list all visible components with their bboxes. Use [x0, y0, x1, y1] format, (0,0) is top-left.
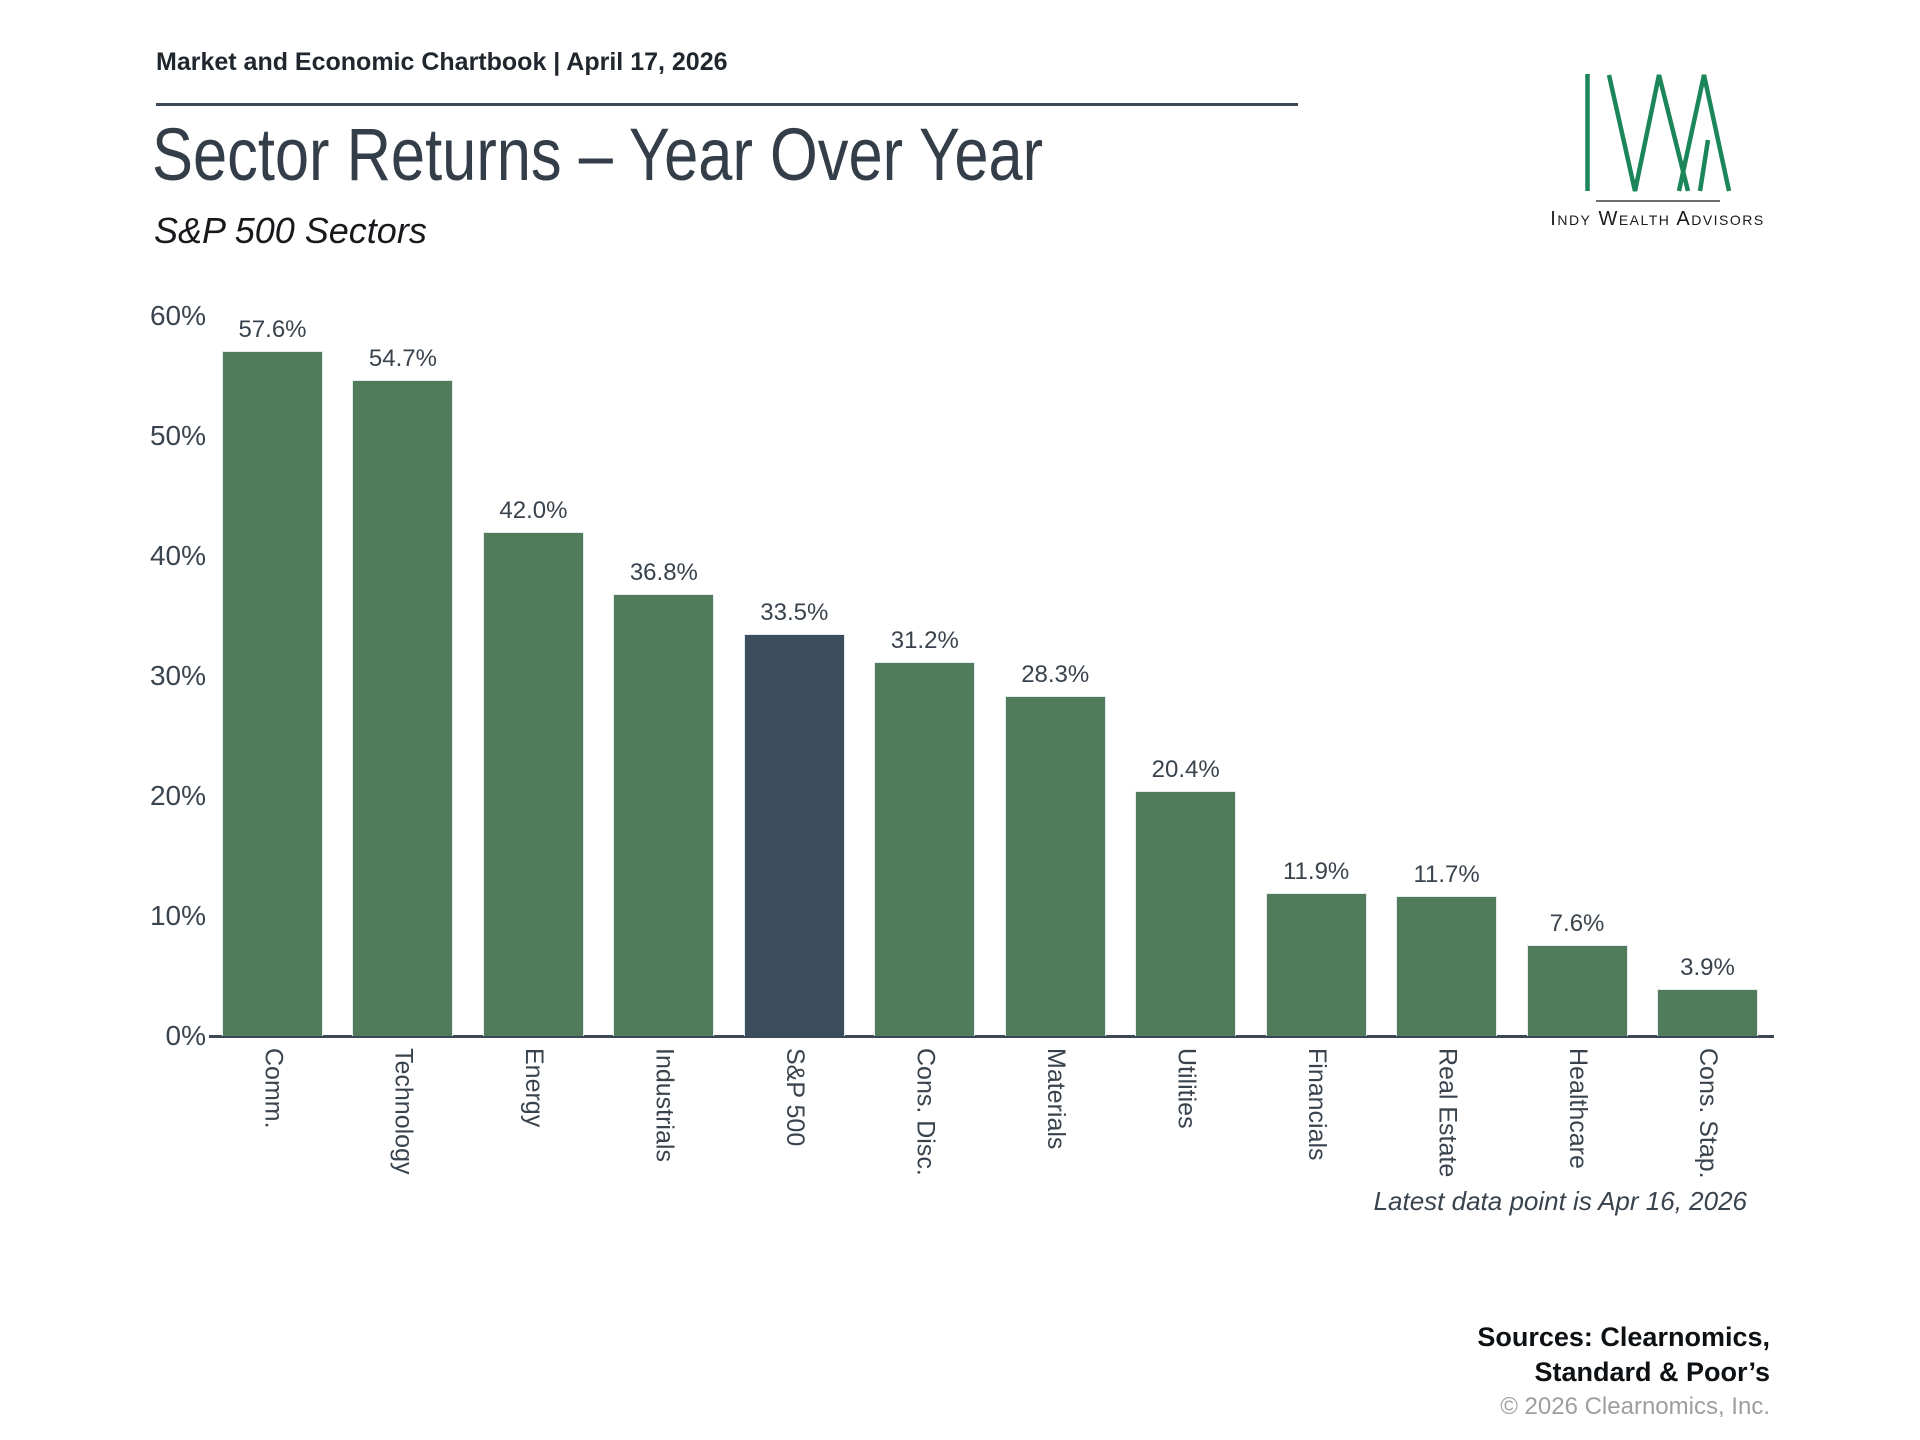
bar-value-label: 31.2% [890, 626, 959, 654]
y-axis-tick: 20% [149, 780, 206, 811]
bar-slot: 11.9% [1265, 316, 1367, 1036]
bar-slot: 54.7% [352, 316, 454, 1036]
x-axis-label-text: Utilities [1172, 1048, 1201, 1129]
iwa-monogram-icon [1584, 74, 1731, 192]
y-axis-tick: 30% [149, 660, 206, 691]
footer: Sources: Clearnomics, Standard & Poor’s … [1477, 1320, 1770, 1421]
x-axis-label-text: Cons. Stap. [1694, 1048, 1723, 1179]
bar-slot: 33.5% [743, 316, 845, 1036]
x-axis-label-text: Materials [1041, 1048, 1070, 1150]
y-axis-tick: 10% [149, 900, 206, 931]
bar-slot: 7.6% [1526, 316, 1628, 1036]
bar [1004, 696, 1106, 1036]
x-axis-label: Industrials [613, 1048, 714, 1179]
x-axis-label-text: S&P 500 [781, 1048, 810, 1147]
x-axis-label-text: Healthcare [1563, 1048, 1592, 1169]
bar-value-label: 54.7% [368, 344, 437, 372]
sources-line-1: Sources: Clearnomics, [1477, 1322, 1770, 1352]
x-axis-label-text: Cons. Disc. [911, 1048, 940, 1176]
x-axis-label-text: Industrials [650, 1048, 679, 1162]
x-axis-label: Cons. Stap. [1657, 1048, 1758, 1179]
bar-slot: 36.8% [613, 316, 715, 1036]
bar [1135, 791, 1237, 1036]
bar-slot: 3.9% [1656, 316, 1758, 1036]
bar [482, 532, 584, 1036]
bar [222, 351, 323, 1036]
sources-line-2: Standard & Poor’s [1534, 1357, 1770, 1387]
x-axis-label: Real Estate [1396, 1048, 1497, 1179]
logo-underline [1595, 200, 1720, 202]
bar-value-label: 33.5% [760, 599, 829, 626]
latest-data-footnote: Latest data point is Apr 16, 2026 [1373, 1186, 1747, 1216]
x-axis-label-text: Financials [1302, 1048, 1331, 1161]
bar-value-label: 11.7% [1413, 860, 1480, 888]
bar [874, 661, 976, 1036]
header-divider [156, 103, 1298, 106]
x-axis-label: Healthcare [1527, 1048, 1628, 1179]
bar [1526, 944, 1628, 1036]
x-axis-label-text: Real Estate [1433, 1048, 1462, 1178]
bar [1265, 893, 1367, 1036]
plot-area: 57.6% 54.7% 42.0% 36.8% 33.5% 31.2% 28.3% 20.4%… [222, 316, 1758, 1036]
y-axis: 0% 10% 20% 30% 40% 50% 60% [60, 300, 206, 1051]
company-logo: Indy Wealth Advisors [1550, 68, 1763, 231]
bar-slot: 11.7% [1396, 316, 1498, 1036]
x-axis-labels: Comm. Technology Energy Industrials S&P 500 C… [222, 1048, 1758, 1179]
x-axis-label: Technology [352, 1048, 453, 1179]
y-axis-tick: 40% [149, 540, 206, 571]
y-axis-tick: 0% [165, 1020, 206, 1051]
x-axis-label: S&P 500 [744, 1048, 845, 1179]
bar-slot: 28.3% [1004, 316, 1106, 1036]
page-title: Sector Returns – Year Over Year [152, 113, 1044, 196]
chartbook-header: Market and Economic Chartbook | April 17… [156, 48, 728, 76]
x-axis-label: Materials [1005, 1048, 1106, 1179]
bar-value-label: 20.4% [1151, 756, 1220, 784]
x-axis-label: Utilities [1135, 1048, 1236, 1179]
bar [352, 379, 454, 1036]
bar-slot: 20.4% [1135, 316, 1237, 1036]
copyright: © 2026 Clearnomics, Inc. [1500, 1393, 1770, 1420]
bar-value-label: 28.3% [1021, 661, 1090, 689]
bar-value-label: 11.9% [1282, 858, 1350, 886]
bar-value-label: 3.9% [1680, 954, 1735, 982]
x-axis-label: Comm. [222, 1048, 323, 1179]
bar-value-label: 57.6% [238, 316, 307, 343]
bar [1396, 895, 1498, 1036]
bar-value-label: 42.0% [499, 497, 568, 524]
y-axis-tick: 60% [149, 300, 206, 331]
bar-slot: 42.0% [482, 316, 584, 1036]
bar [613, 594, 715, 1036]
bar-value-label: 7.6% [1549, 909, 1605, 937]
x-axis-label-text: Technology [389, 1048, 418, 1175]
x-axis-label: Cons. Disc. [874, 1048, 975, 1179]
page-subtitle: S&P 500 Sectors [154, 210, 427, 251]
logo-wordmark: Indy Wealth Advisors [1550, 208, 1765, 230]
x-axis-label-text: Comm. [259, 1048, 288, 1129]
x-axis-line [209, 1035, 1774, 1038]
bar-highlight [743, 634, 845, 1036]
bar-value-label: 36.8% [629, 559, 698, 587]
x-axis-label: Financials [1266, 1048, 1367, 1179]
bar-slot: 57.6% [222, 316, 323, 1036]
bar [1656, 989, 1758, 1036]
bar-slot: 31.2% [874, 316, 976, 1036]
x-axis-label: Energy [483, 1048, 584, 1179]
y-axis-tick: 50% [149, 420, 206, 451]
x-axis-label-text: Energy [520, 1048, 549, 1128]
